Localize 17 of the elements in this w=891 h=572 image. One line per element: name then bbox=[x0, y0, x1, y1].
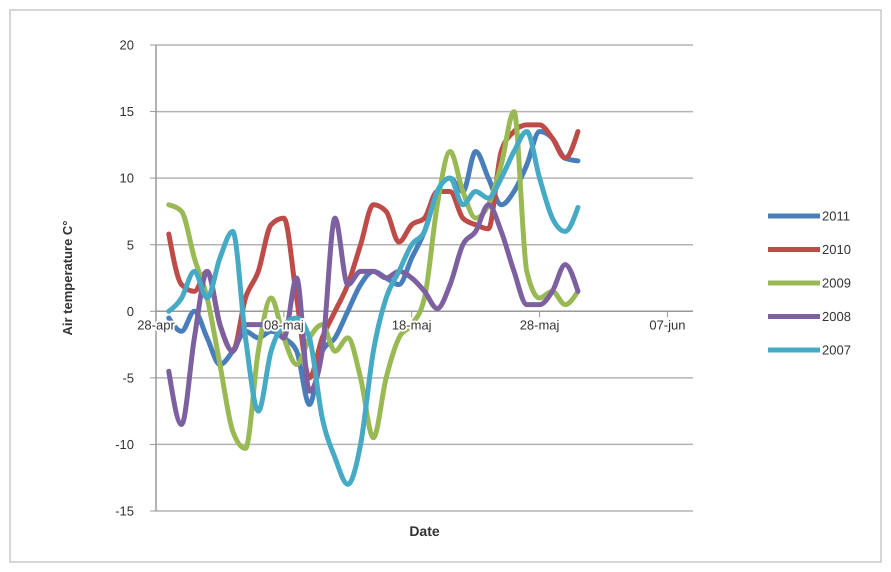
y-tick-label: -15 bbox=[115, 504, 134, 519]
legend-label: 2008 bbox=[822, 309, 851, 324]
y-tick-label: 20 bbox=[120, 38, 134, 53]
y-tick-label: -10 bbox=[115, 436, 134, 452]
y-tick-label: -5 bbox=[122, 370, 134, 386]
y-tick-label: 0 bbox=[126, 304, 134, 319]
y-axis-title: Air temperature C° bbox=[60, 220, 75, 336]
legend-label: 2007 bbox=[822, 342, 851, 358]
x-tick-label: 07-jun bbox=[649, 317, 686, 332]
legend-label: 2009 bbox=[822, 276, 851, 291]
y-tick-label: 10 bbox=[120, 170, 134, 186]
legend-label: 2010 bbox=[822, 242, 851, 258]
x-axis-title: Date bbox=[409, 523, 440, 539]
legend-label: 2011 bbox=[822, 208, 850, 224]
x-tick-label: 28-maj bbox=[520, 317, 560, 332]
y-tick-label: 5 bbox=[126, 237, 134, 252]
y-tick-label: 15 bbox=[120, 104, 134, 120]
